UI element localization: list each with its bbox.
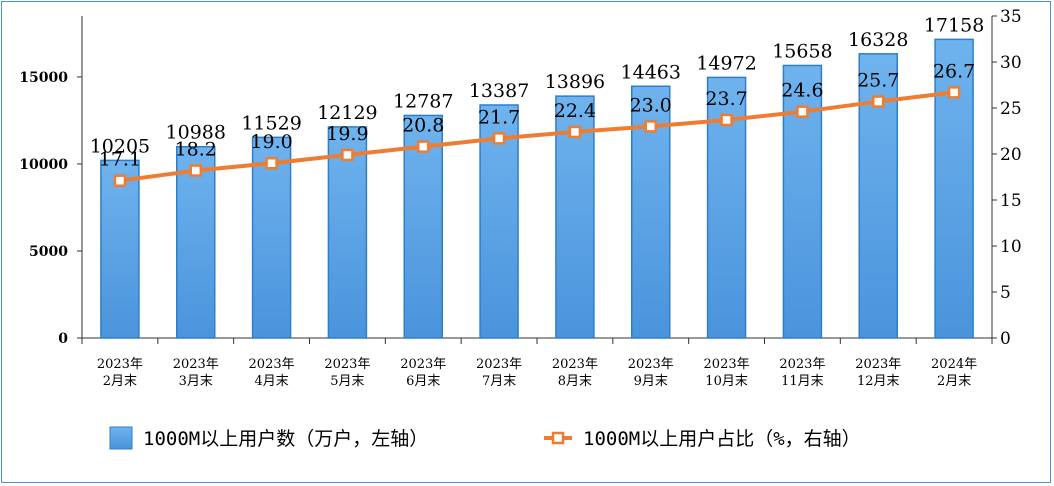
bar-value-label: 11529 [241, 112, 301, 134]
legend-bar-label: 1000M以上用户数（万户，左轴） [143, 428, 428, 450]
y-right-tick-label: 0 [1000, 329, 1011, 349]
bar [251, 136, 292, 339]
bar-value-label: 10988 [166, 122, 226, 144]
y-right-tick-label: 20 [1000, 145, 1022, 165]
bar-value-label: 16328 [848, 29, 908, 51]
y-left-tick-label: 10000 [19, 157, 68, 173]
x-tick-label: 2023年 2月末 [97, 357, 143, 389]
line-value-label: 20.8 [402, 115, 444, 137]
line-point [720, 113, 733, 127]
bar-value-label: 13896 [545, 71, 605, 93]
x-tick-label: 2023年 9月末 [628, 357, 674, 389]
line-value-label: 22.4 [554, 100, 596, 122]
bar-value-label: 17158 [924, 14, 984, 36]
line-point [265, 156, 278, 170]
bar [555, 95, 595, 339]
line-value-label: 19.0 [250, 131, 292, 153]
bar-value-label: 13387 [469, 80, 529, 102]
y-right-tick-label: 25 [1000, 99, 1022, 119]
line-point [568, 125, 582, 139]
bar-value-label: 10205 [90, 135, 150, 157]
line-value-label: 24.6 [781, 80, 823, 102]
x-tick-label: 2023年 7月末 [476, 357, 522, 389]
line-value-label: 26.7 [933, 60, 975, 82]
bar-value-label: 12129 [317, 102, 377, 124]
line-point [341, 148, 354, 162]
y-left-tick-label: 15000 [19, 70, 68, 86]
x-tick-label: 2023年 10月末 [704, 357, 750, 389]
line-value-label: 17.1 [99, 149, 141, 171]
bar [934, 38, 974, 339]
line-value-label: 23.7 [705, 88, 747, 110]
line-value-label: 25.7 [857, 70, 899, 92]
bar [176, 145, 216, 339]
bar-value-label: 14463 [621, 61, 681, 83]
x-tick-label: 2024年 2月末 [931, 357, 977, 389]
line-value-label: 18.2 [175, 139, 217, 161]
legend-line-marker [551, 431, 565, 445]
legend-bar-swatch [109, 426, 133, 450]
legend: 1000M以上用户数（万户，左轴） 1000M以上用户占比（%，右轴） [109, 426, 861, 450]
bar [327, 126, 368, 339]
line-value-label: 21.7 [478, 106, 520, 128]
y-left-tick-label: 5000 [29, 244, 68, 260]
x-tick-label: 2023年 6月末 [400, 357, 446, 389]
x-tick-label: 2023年 11月末 [779, 357, 825, 389]
line-point [189, 164, 202, 177]
x-tick-label: 2023年 5月末 [324, 357, 370, 389]
y-right-tick-label: 35 [1000, 7, 1022, 27]
bar [100, 159, 140, 339]
y-right-tick-label: 5 [1000, 283, 1011, 303]
line-point [796, 105, 809, 118]
x-tick-label: 2023年 12月末 [855, 357, 901, 389]
line-value-label: 23.0 [630, 94, 672, 116]
share-line [119, 90, 955, 183]
bar-value-label: 12787 [393, 90, 453, 112]
y-right-tick-label: 30 [1000, 53, 1022, 73]
line-point [872, 95, 885, 108]
x-tick-label: 2023年 3月末 [173, 357, 219, 389]
line-point [492, 132, 506, 145]
bar-value-label: 14972 [696, 52, 756, 74]
line-point [417, 140, 430, 153]
line-point [113, 174, 127, 187]
bar-value-label: 15658 [772, 40, 832, 62]
legend-line-label: 1000M以上用户占比（%，右轴） [583, 428, 861, 450]
y-right-tick-label: 10 [1000, 237, 1022, 257]
x-tick-label: 2023年 4月末 [249, 357, 295, 389]
line-point [947, 86, 961, 99]
y-left-tick-label: 0 [58, 331, 68, 347]
line-value-label: 19.9 [326, 123, 368, 145]
x-tick-label: 2023年 8月末 [552, 357, 598, 389]
y-right-tick-label: 15 [1000, 191, 1022, 211]
line-point [644, 120, 657, 133]
